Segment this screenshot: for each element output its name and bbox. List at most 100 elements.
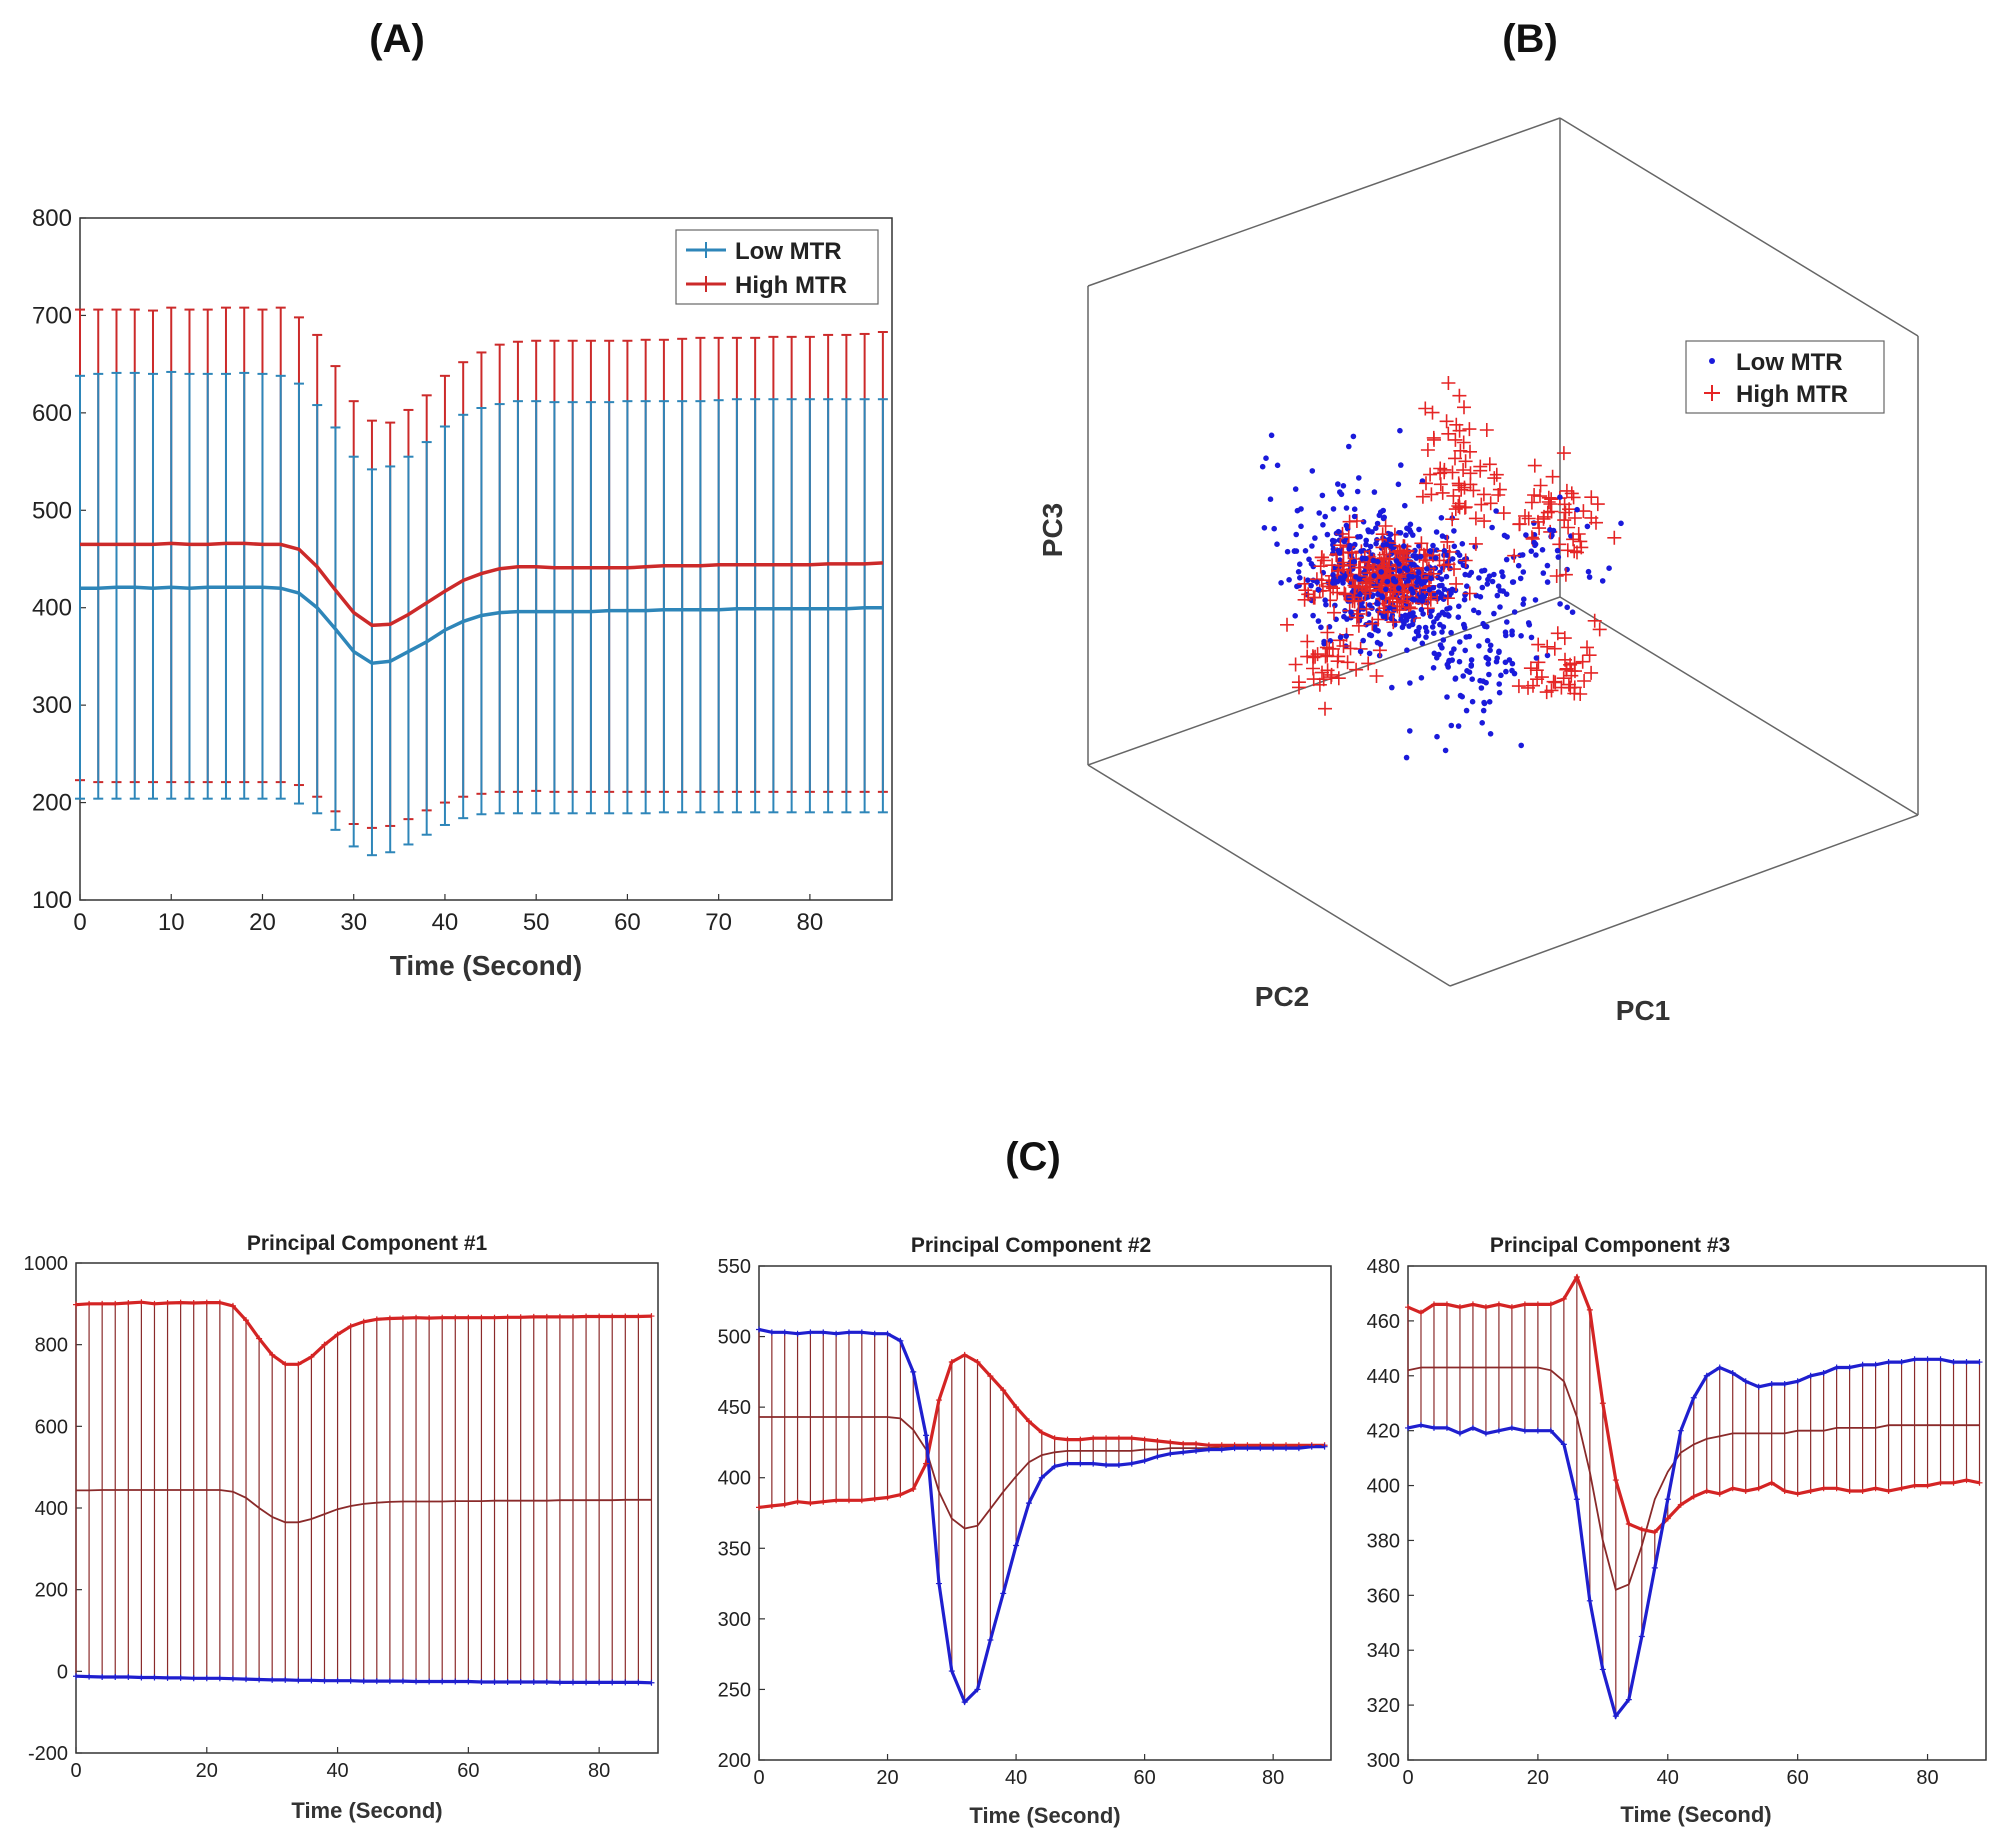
scatter-point-high-mtr <box>1300 649 1315 664</box>
marker-low-mtr <box>282 1676 289 1683</box>
scatter-point-low-mtr <box>1489 578 1496 585</box>
scatter-point-high-mtr <box>1521 680 1535 695</box>
scatter-point-low-mtr <box>1485 661 1491 667</box>
scatter-point-low-mtr <box>1406 526 1413 533</box>
marker-low-mtr <box>961 1699 968 1706</box>
scatter-point-low-mtr <box>1370 557 1377 564</box>
scatter-point-low-mtr <box>1387 531 1394 538</box>
scatter-point-low-mtr <box>1469 676 1475 682</box>
scatter-point-high-mtr <box>1511 679 1526 694</box>
scatter-point-high-mtr <box>1531 637 1546 652</box>
scatter-point-low-mtr <box>1403 532 1409 538</box>
marker-low-mtr <box>1950 1359 1957 1366</box>
marker-high-mtr <box>1885 1488 1892 1495</box>
marker-low-mtr <box>871 1330 878 1337</box>
scatter-point-low-mtr <box>1419 640 1426 647</box>
scatter-point-high-mtr <box>1451 499 1466 513</box>
scatter-point-low-mtr <box>1335 481 1341 487</box>
scatter-point-low-mtr <box>1503 556 1510 563</box>
scatter-point-high-mtr <box>1322 641 1337 656</box>
chart-a-ytick-label: 600 <box>32 400 72 427</box>
chart-a-legend: Low MTR High MTR <box>675 229 879 305</box>
marker-low-mtr <box>1898 1359 1905 1366</box>
scatter-point-low-mtr <box>1358 548 1364 554</box>
scatter-point-low-mtr <box>1366 650 1373 657</box>
marker-low-mtr <box>1443 1424 1450 1431</box>
scatter-point-low-mtr <box>1353 574 1359 580</box>
series-line-low-mtr <box>758 1327 1325 1705</box>
legend-b-high-marker <box>1704 385 1720 401</box>
scatter-point-low-mtr <box>1434 615 1440 622</box>
scatter-point-low-mtr <box>1483 679 1489 686</box>
marker-high-mtr <box>1090 1435 1097 1442</box>
scatter-point-low-mtr <box>1440 624 1447 630</box>
chart-a-xtick-label: 10 <box>158 909 185 936</box>
marker-high-mtr <box>229 1302 236 1309</box>
scatter-point-high-mtr <box>1343 641 1358 656</box>
scatter-point-low-mtr <box>1443 573 1450 580</box>
marker-high-mtr <box>884 1494 891 1501</box>
scatter-point-low-mtr <box>1267 496 1274 503</box>
chartc3-ytick-label: 460 <box>1367 1311 1400 1333</box>
marker-low-mtr <box>295 1677 302 1684</box>
scatter-point-high-mtr <box>1463 477 1478 492</box>
scatter-point-low-mtr <box>1495 583 1502 589</box>
scatter-point-high-mtr <box>1425 405 1440 420</box>
scatter-point-low-mtr <box>1433 529 1440 535</box>
scatter-point-high-mtr <box>1580 640 1594 655</box>
scatter-point-high-mtr <box>1582 648 1597 663</box>
scatter-point-high-mtr <box>1337 586 1352 601</box>
scatter-point-high-mtr <box>1567 544 1582 559</box>
scatter-point-low-mtr <box>1422 624 1429 631</box>
scatter-point-low-mtr <box>1352 541 1358 548</box>
scatter-point-high-mtr <box>1547 641 1562 656</box>
scatter-point-low-mtr <box>1346 443 1352 450</box>
marker-low-mtr <box>1664 1496 1671 1503</box>
marker-high-mtr <box>1025 1418 1032 1425</box>
chart-a-xtick-label: 0 <box>73 909 86 936</box>
scatter-point-high-mtr <box>1359 602 1374 616</box>
marker-high-mtr <box>1417 1309 1424 1316</box>
marker-high-mtr <box>1443 1301 1450 1308</box>
scatter-point-low-mtr <box>1268 432 1275 439</box>
scatter-point-low-mtr <box>1351 506 1358 512</box>
scatter-point-low-mtr <box>1515 562 1522 569</box>
marker-high-mtr <box>756 1504 762 1511</box>
marker-high-mtr <box>1664 1515 1671 1522</box>
scatter-point-low-mtr <box>1396 561 1402 567</box>
marker-low-mtr <box>897 1337 904 1344</box>
marker-low-mtr <box>1703 1372 1710 1379</box>
chart-a: 0 10 20 30 40 50 60 70 80 100 200 300 400 500 600 700 80… <box>32 205 893 981</box>
marker-low-mtr <box>1000 1590 1007 1597</box>
scatter-point-high-mtr <box>1512 517 1527 532</box>
scatter-point-low-mtr <box>1330 506 1337 512</box>
marker-low-mtr <box>635 1679 642 1686</box>
scatter-point-low-mtr <box>1464 668 1470 674</box>
scatter-point-low-mtr <box>1320 522 1326 528</box>
marker-high-mtr <box>1651 1529 1658 1536</box>
scatter-point-low-mtr <box>1468 657 1475 663</box>
scatter-point-low-mtr <box>1402 502 1408 509</box>
scatter-point-high-mtr <box>1323 579 1338 594</box>
marker-high-mtr <box>203 1299 210 1306</box>
scatter-point-high-mtr <box>1474 497 1489 512</box>
scatter-point-low-mtr <box>1547 527 1553 533</box>
marker-low-mtr <box>833 1330 840 1337</box>
scatter-point-low-mtr <box>1574 506 1580 513</box>
marker-low-mtr <box>1976 1359 1983 1366</box>
scatter-point-low-mtr <box>1477 677 1483 684</box>
scatter-point-high-mtr <box>1556 671 1571 686</box>
scatter-point-high-mtr <box>1369 669 1384 683</box>
chartc2-ytick-label: 400 <box>718 1468 751 1490</box>
marker-low-mtr <box>360 1678 367 1685</box>
marker-low-mtr <box>1859 1361 1866 1368</box>
scatter-point-high-mtr <box>1457 400 1471 415</box>
scatter-point-low-mtr <box>1569 609 1576 615</box>
scatter-point-high-mtr <box>1420 443 1435 457</box>
scatter-point-high-mtr <box>1445 465 1460 480</box>
scatter-point-low-mtr <box>1409 621 1416 628</box>
scatter-point-low-mtr <box>1291 548 1298 554</box>
scatter-point-high-mtr <box>1558 505 1573 520</box>
marker-low-mtr <box>1833 1364 1840 1371</box>
marker-low-mtr <box>399 1678 406 1685</box>
